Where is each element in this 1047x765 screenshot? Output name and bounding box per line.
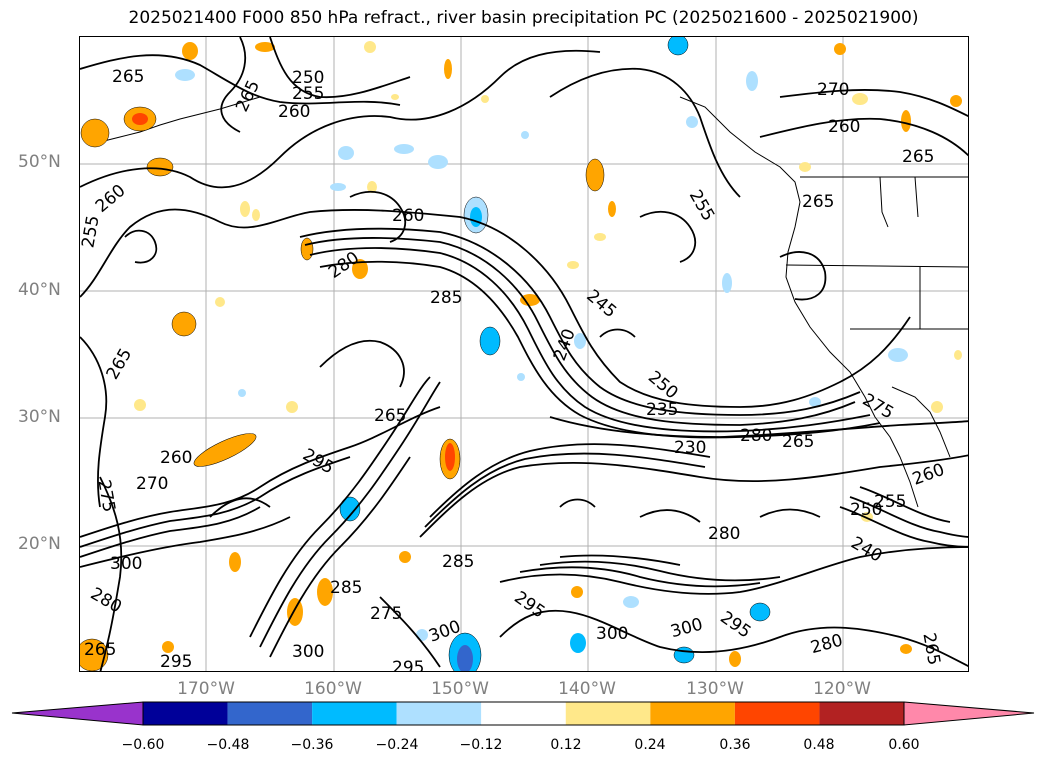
contour-label: 265 [902, 147, 934, 167]
shaded-field [80, 37, 962, 671]
contour-label: 255 [80, 214, 104, 249]
contour-label: 280 [740, 426, 772, 446]
contour-label: 295 [510, 588, 548, 623]
map-panel[interactable]: 265 265 250 255 260 270 260 265 260 255 … [79, 36, 969, 672]
colorbar-cell [396, 702, 482, 725]
contour-label: 295 [716, 608, 754, 643]
contour-label: 255 [874, 492, 906, 512]
contour-label: 260 [278, 102, 310, 122]
colorbar-tick-label: −0.24 [375, 737, 419, 753]
contour-label: 265 [112, 67, 144, 87]
contour-label: 285 [430, 288, 462, 308]
colorbar-tick-label: 0.24 [634, 737, 666, 753]
contour-label: 300 [292, 642, 324, 662]
latitude-label: 50°N [18, 152, 61, 172]
contour-label: 280 [87, 584, 125, 618]
colorbar-cell [565, 702, 651, 725]
contour-labels: 265 265 250 255 260 270 260 265 260 255 … [80, 67, 947, 672]
longitude-label: 140°W [558, 679, 616, 699]
colorbar-cell [734, 702, 820, 725]
contour-label: 300 [596, 624, 628, 644]
coastline [99, 96, 968, 508]
colorbar-tick-label: 0.60 [888, 737, 920, 753]
contour-label: 300 [110, 554, 142, 574]
colorbar-tick-label: 0.48 [803, 737, 835, 753]
contour-label: 270 [817, 80, 849, 100]
contour-label: 300 [669, 614, 706, 642]
colorbar-tick-label: −0.36 [290, 737, 334, 753]
latitude-label: 30°N [18, 407, 61, 427]
contour-label: 260 [92, 181, 130, 217]
map-graphics: 265 265 250 255 260 270 260 265 260 255 … [80, 37, 968, 672]
contour-label: 280 [809, 630, 846, 658]
colorbar-tick-label: −0.12 [459, 737, 503, 753]
colorbar-tick-label: −0.48 [206, 737, 250, 753]
contour-label: 235 [646, 400, 678, 420]
contour-label: 275 [370, 604, 402, 624]
contour-label: 275 [93, 478, 118, 513]
colorbar-cell [143, 702, 228, 725]
colorbar-extend-high [903, 701, 1035, 726]
colorbar-cell [481, 702, 566, 725]
contour-label: 265 [802, 192, 834, 212]
contour-label: 285 [330, 578, 362, 598]
contour-label: 260 [392, 206, 424, 226]
contour-label: 230 [674, 438, 706, 458]
contour-label: 260 [160, 448, 192, 468]
longitude-label: 160°W [304, 679, 362, 699]
contour-label: 285 [442, 552, 474, 572]
latitude-label: 20°N [18, 534, 61, 554]
colorbar-extend-low [11, 701, 144, 726]
colorbar-cells [142, 701, 905, 726]
colorbar-tick-label: 0.36 [719, 737, 751, 753]
contour-label: 265 [84, 640, 116, 660]
colorbar-tick-label: 0.12 [550, 737, 582, 753]
colorbar-cell [312, 702, 397, 725]
contour-label: 250 [292, 68, 324, 88]
contour-label: 265 [782, 432, 814, 452]
contour-label: 260 [910, 460, 947, 490]
contour-label: 295 [392, 658, 424, 672]
longitude-label: 170°W [177, 679, 235, 699]
longitude-label: 130°W [686, 679, 744, 699]
contour-lines [80, 37, 968, 671]
contour-label: 250 [644, 367, 682, 403]
contour-label: 260 [828, 117, 860, 137]
contour-label: 265 [374, 406, 406, 426]
colorbar-tick-label: −0.60 [121, 737, 165, 753]
contour-label: 265 [918, 631, 943, 666]
longitude-label: 150°W [431, 679, 489, 699]
colorbar-cell [227, 702, 313, 725]
contour-label: 280 [708, 524, 740, 544]
contour-label: 240 [550, 326, 580, 363]
contour-label: 250 [850, 500, 882, 520]
colorbar [11, 701, 1035, 726]
latitude-label: 40°N [18, 280, 61, 300]
contour-label: 255 [292, 84, 324, 104]
colorbar-cell [650, 702, 735, 725]
colorbar-cell [819, 702, 904, 725]
contour-label: 295 [160, 652, 192, 672]
map-title: 2025021400 F000 850 hPa refract., river … [128, 8, 919, 28]
contour-label: 240 [847, 533, 885, 567]
longitude-label: 120°W [813, 679, 871, 699]
contour-label: 270 [136, 474, 168, 494]
contour-label: 265 [103, 345, 137, 383]
contour-label: 255 [685, 187, 719, 225]
graticule [80, 37, 968, 671]
